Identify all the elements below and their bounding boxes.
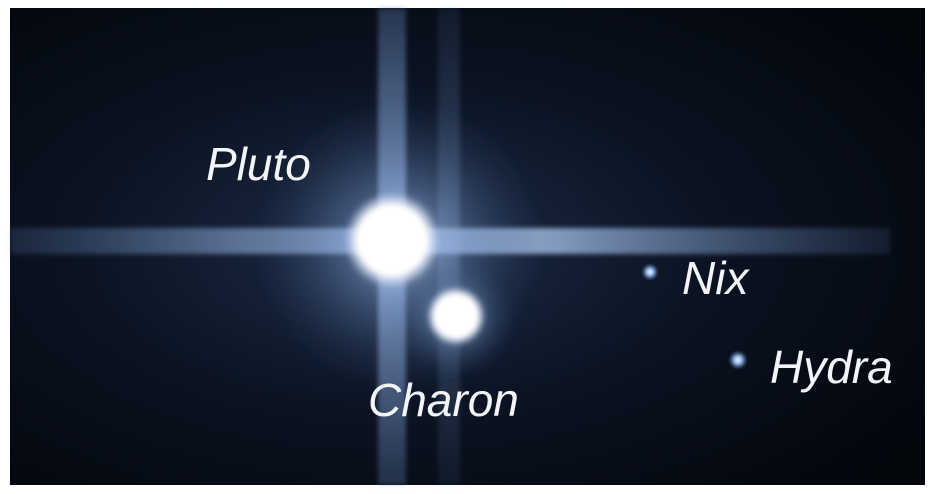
charon-disk xyxy=(426,286,486,346)
nix-dot xyxy=(641,263,659,281)
label-nix: Nix xyxy=(682,252,750,304)
label-hydra: Hydra xyxy=(770,341,893,393)
hydra-dot xyxy=(728,350,748,370)
label-pluto: Pluto xyxy=(206,138,311,190)
photo: Pluto Charon Nix Hydra xyxy=(0,0,935,494)
label-charon: Charon xyxy=(368,374,519,426)
